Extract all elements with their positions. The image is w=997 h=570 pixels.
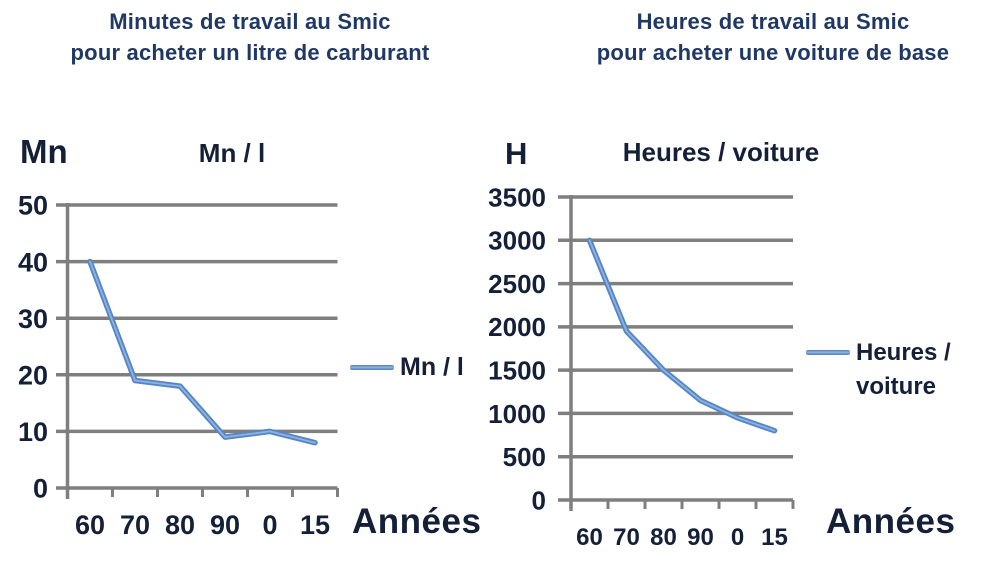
line-chart-heures-voiture: 3500 3000 2500 2000 1500 1000 500 0 60 70 80 90 0 15 — [488, 182, 795, 551]
svg-text:3500: 3500 — [488, 182, 546, 212]
legend-heures-voiture: Heures / voiture — [806, 336, 951, 404]
plot-title-heures-voiture: Heures / voiture — [622, 137, 820, 167]
chart-main-title-carburant: Minutes de travail au Smic pour acheter … — [70, 9, 430, 65]
svg-text:20: 20 — [18, 361, 48, 391]
svg-text:0: 0 — [33, 474, 48, 504]
x-axis-label-annees-right: Années — [826, 502, 956, 541]
legend-line-swatch — [806, 350, 850, 355]
svg-text:60: 60 — [576, 524, 603, 551]
y-axis-unit-label-h: H — [505, 136, 528, 171]
svg-text:80: 80 — [650, 524, 677, 551]
svg-text:0: 0 — [731, 524, 744, 551]
legend-label: Mn / l — [400, 353, 464, 381]
svg-text:10: 10 — [18, 417, 48, 447]
plot-title-mn-l: Mn / l — [198, 138, 266, 168]
svg-text:70: 70 — [120, 510, 150, 540]
x-axis-label-annees-left: Années — [352, 502, 482, 541]
svg-text:15: 15 — [761, 524, 788, 551]
svg-text:2500: 2500 — [488, 269, 546, 299]
svg-text:80: 80 — [165, 510, 195, 540]
legend-line-swatch — [350, 365, 394, 370]
chart-main-title-voiture: Heures de travail au Smic pour acheter u… — [596, 9, 950, 65]
svg-text:40: 40 — [18, 247, 48, 277]
svg-text:3000: 3000 — [488, 226, 546, 256]
svg-text:0: 0 — [532, 485, 546, 515]
svg-text:70: 70 — [613, 524, 640, 551]
svg-text:90: 90 — [210, 510, 240, 540]
legend-label: Heures / voiture — [856, 339, 951, 400]
svg-text:1500: 1500 — [488, 356, 546, 386]
svg-text:500: 500 — [503, 442, 546, 472]
line-chart-minutes-carburant: 50 40 30 20 10 0 60 70 80 90 0 15 — [18, 191, 339, 540]
svg-text:30: 30 — [18, 304, 48, 334]
svg-text:50: 50 — [18, 191, 48, 221]
y-axis-unit-label-mn: Mn — [20, 133, 68, 170]
legend-mn-l: Mn / l — [350, 352, 464, 383]
svg-text:90: 90 — [687, 524, 714, 551]
svg-text:1000: 1000 — [488, 399, 546, 429]
svg-text:60: 60 — [75, 510, 105, 540]
svg-text:15: 15 — [300, 510, 330, 540]
svg-text:0: 0 — [262, 510, 277, 540]
svg-text:2000: 2000 — [488, 312, 546, 342]
